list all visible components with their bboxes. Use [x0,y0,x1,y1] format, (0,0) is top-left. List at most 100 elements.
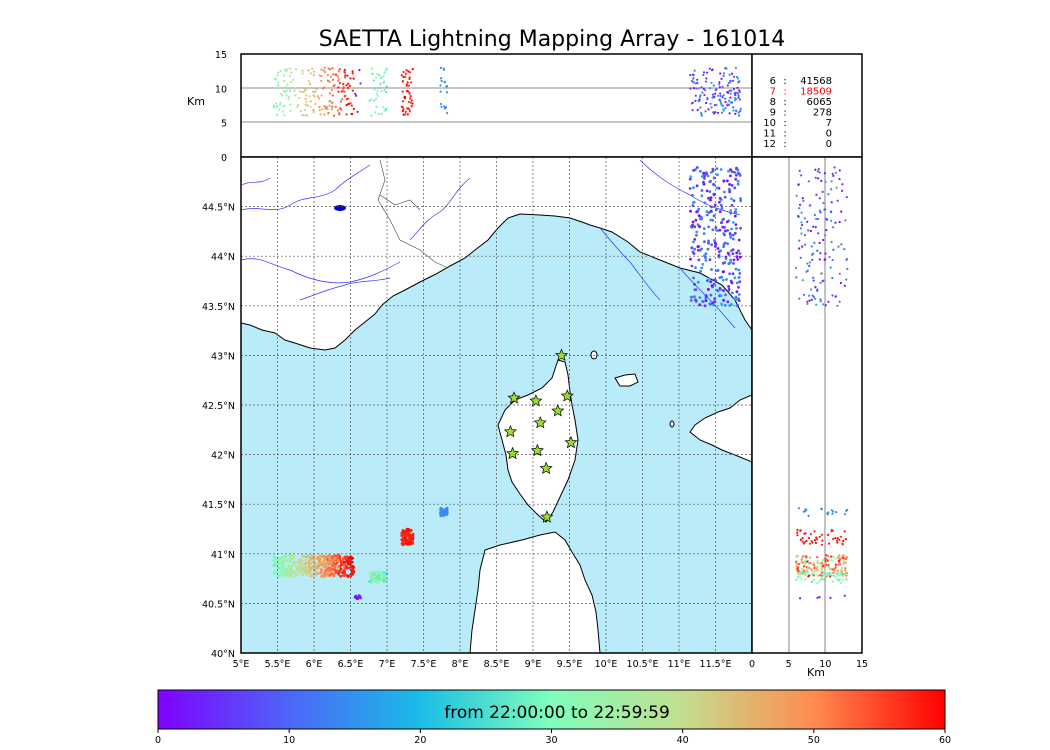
lightning-source [295,573,299,577]
lightning-source-altitude [321,108,324,111]
lightning-source-altitude [737,111,740,114]
lightning-source-altitude [795,561,798,564]
lightning-source-altitude [796,554,799,558]
lightning-source-altitude [309,100,312,103]
lake-geneva [334,205,346,211]
lightning-source-altitude [370,98,373,101]
lightning-source-altitude [826,572,829,575]
lightning-source-altitude [811,258,814,261]
lightning-source [330,564,334,567]
lightning-source [689,257,692,261]
lightning-source-altitude [375,97,378,100]
lightning-source-altitude [400,105,403,108]
lightning-source [734,173,738,177]
lightning-source-altitude [347,82,350,85]
lightning-source-altitude [348,84,351,88]
lightning-source-altitude [342,83,345,86]
lightning-source-altitude [722,108,725,111]
lightning-source-altitude [349,77,352,80]
lightning-source-altitude [320,79,323,82]
lightning-source-altitude [692,81,695,84]
small-islet [590,350,598,360]
lightning-source [703,240,706,244]
lightning-source [340,560,343,564]
lightning-source-altitude [824,558,828,561]
lightning-source-altitude [798,247,801,250]
lightning-source-altitude [841,566,844,570]
lightning-source [693,168,697,172]
lightning-source-altitude [803,569,806,572]
map-grid [241,157,752,653]
lightning-source [312,574,315,577]
lightning-source-altitude [336,86,339,89]
lightning-source-altitude [820,543,824,546]
lightning-source [711,228,715,232]
lightning-source-altitude [803,293,806,296]
lightning-source [715,167,719,171]
lightning-source [334,562,338,566]
lightning-source-altitude [288,95,291,98]
lon-tick-label: 10°E [595,659,618,670]
lightning-source [722,245,725,249]
lightning-source-altitude [813,213,817,217]
lightning-source [405,530,408,533]
lightning-source-altitude [306,104,309,107]
lightning-source-altitude [818,171,821,174]
lightning-source [285,558,288,562]
lightning-source-altitude [801,567,804,571]
lon-tick-label: 9.5°E [557,659,583,670]
lightning-source-altitude [318,105,321,109]
lightning-source [342,563,345,567]
lightning-source [692,276,695,280]
lightning-source-altitude [737,94,740,97]
lightning-source-altitude [807,229,810,232]
lightning-source [729,236,732,239]
lightning-source [333,566,337,569]
lightning-source [702,171,706,175]
lightning-source-altitude [289,109,292,112]
lightning-source [349,563,352,567]
lightning-source-altitude [373,99,376,102]
lightning-source [368,580,371,583]
lightning-source-altitude [282,89,285,93]
legend-source-count: 278 [813,108,832,119]
lightning-source-altitude [827,574,830,577]
lightning-source [732,199,736,203]
lightning-source-altitude [732,75,736,78]
lightning-source [716,269,720,272]
lightning-source-altitude [347,103,350,106]
lightning-source-altitude [836,573,839,576]
lightning-source-altitude [798,207,801,210]
lightning-source-altitude [284,91,287,94]
lightning-source-altitude [824,560,827,563]
lightning-source [292,560,295,564]
lightning-source-altitude [824,180,827,183]
lightning-source-altitude [818,258,821,261]
legend-station-count: 8 [770,97,776,108]
lightning-source-altitude [294,87,297,90]
lightning-source-altitude [323,105,326,108]
lightning-source-altitude [799,597,802,600]
lightning-source-altitude [315,87,318,90]
lightning-source-altitude [312,90,315,93]
lightning-source-altitude [330,108,334,111]
lightning-source-altitude [312,110,315,114]
lightning-source-altitude [312,108,315,112]
lightning-source-altitude [705,77,708,80]
lightning-source-altitude [841,189,844,192]
lightning-source-altitude [402,76,405,79]
lightning-source-altitude [328,80,331,83]
lightning-source-altitude [332,73,335,76]
lightning-source-altitude [819,211,822,214]
lightning-source-altitude [339,107,342,110]
lightning-source [714,279,718,283]
lightning-source [725,220,729,224]
lightning-source [734,208,738,211]
lightning-source [316,556,320,560]
lightning-source-altitude [808,299,811,302]
lightning-source-altitude [821,559,825,562]
lightning-source-altitude [838,538,841,541]
lightning-source-altitude [282,74,285,77]
lightning-source-altitude [813,539,817,542]
lightning-source-altitude [323,66,326,69]
